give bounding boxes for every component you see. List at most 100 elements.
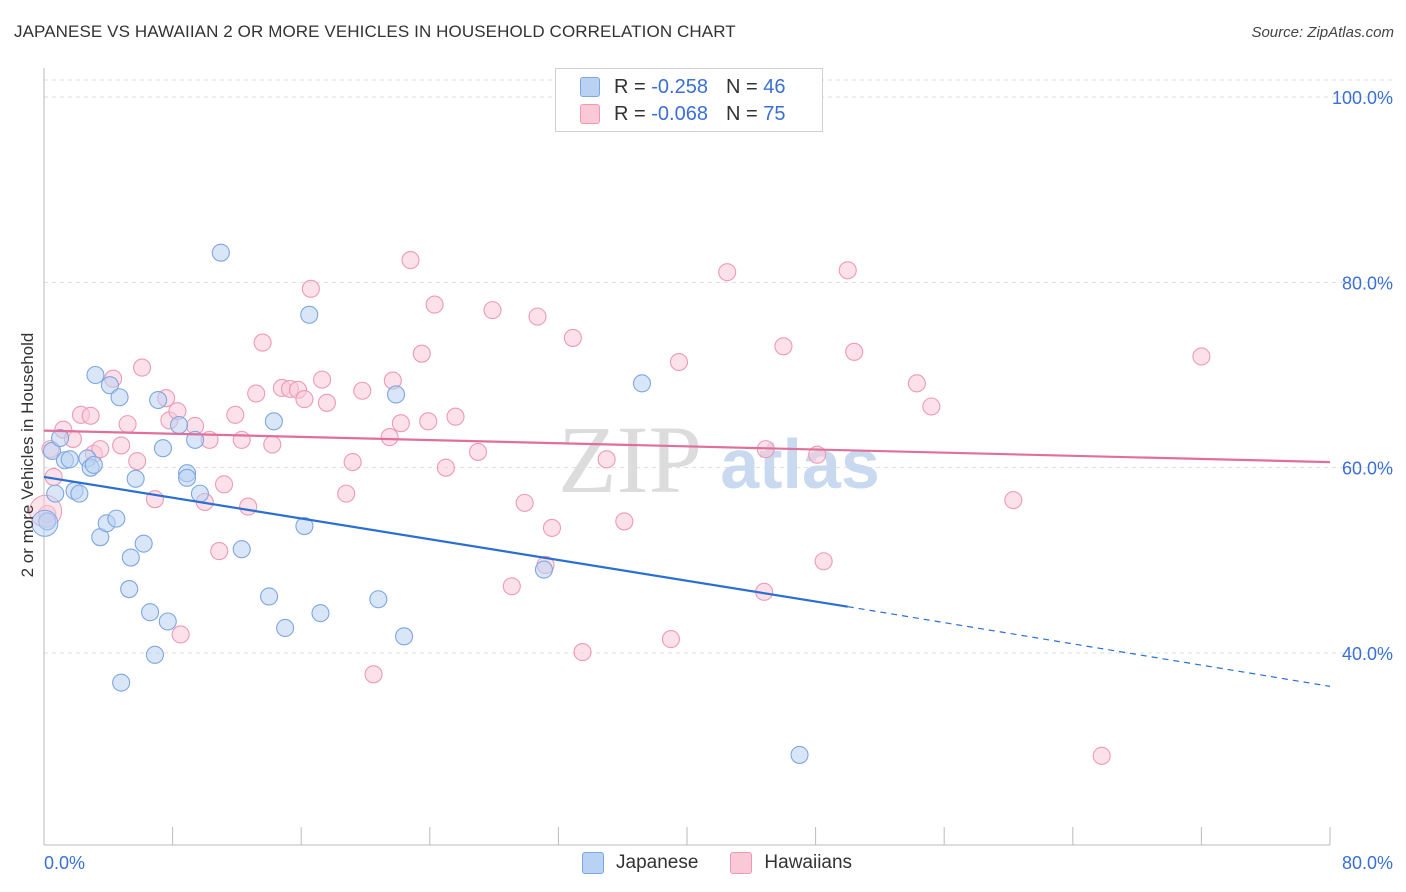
hawaiian-point: [380, 428, 399, 447]
legend-label-hawaiians: Hawaiians: [764, 852, 853, 873]
trend-lines: [43, 429, 1331, 687]
japanese-point: [145, 645, 164, 664]
hawaiian-point: [171, 625, 190, 644]
hawaiian-point: [615, 512, 634, 531]
japanese-point: [42, 441, 62, 461]
hawaiian-point: [118, 415, 137, 434]
hawaiian-point: [814, 552, 833, 571]
japanese-point: [110, 388, 129, 407]
japanese-point: [141, 603, 160, 622]
japanese-point: [534, 560, 553, 579]
legend-item-japanese: Japanese: [582, 852, 698, 874]
japanese-point: [126, 469, 145, 488]
japanese-point: [121, 548, 140, 567]
hawaiian-point: [232, 430, 251, 449]
japanese-point: [295, 516, 314, 536]
series-legend: Japanese Hawaiians: [582, 852, 884, 874]
chart-title: JAPANESE VS HAWAIIAN 2 OR MORE VEHICLES …: [14, 22, 736, 41]
hawaiian-point: [907, 374, 926, 393]
japanese-point: [70, 484, 89, 503]
japanese-point: [134, 534, 153, 553]
japanese-trend-extension: [847, 606, 1331, 687]
hawaiian-point: [295, 390, 314, 409]
legend-r-value: -0.068: [651, 102, 708, 125]
legend-swatch-japanese: [580, 77, 600, 97]
japanese-point: [276, 618, 295, 638]
legend-swatch-hawaiians: [730, 852, 753, 874]
legend-r-label: R =: [614, 102, 646, 125]
hawaiian-point: [774, 337, 793, 356]
hawaiian-point: [210, 542, 229, 561]
japanese-point: [395, 627, 414, 646]
axes: [43, 68, 1331, 846]
hawaiian-point: [838, 261, 857, 280]
hawaiian-point: [1092, 746, 1111, 765]
hawaiian-point: [483, 301, 502, 320]
hawaiian-point: [412, 344, 431, 363]
hawaiian-trend-line: [43, 429, 1331, 464]
japanese-point: [60, 450, 79, 469]
hawaiian-point: [502, 577, 521, 596]
hawaiian-point: [1004, 491, 1023, 510]
hawaiian-point: [313, 370, 332, 389]
legend-item-hawaiians: Hawaiians: [730, 852, 852, 874]
japanese-point: [153, 439, 173, 458]
hawaiian-point: [239, 497, 258, 516]
japanese-point: [259, 587, 279, 606]
hawaiian-point: [669, 352, 689, 372]
hawaiian-point: [364, 665, 383, 684]
hawaiian-point: [1192, 347, 1211, 366]
japanese-point: [211, 243, 230, 262]
x-tick-label: 0.0%: [44, 853, 85, 873]
hawaiian-point: [226, 405, 245, 424]
japanese-point: [386, 385, 406, 404]
hawaiian-point: [573, 643, 592, 662]
hawaiian-point: [112, 436, 131, 455]
hawaiian-point: [446, 407, 465, 426]
japanese-point: [51, 428, 70, 448]
watermark: ZIP atlas: [558, 406, 880, 513]
legend-n-value: 46: [763, 75, 786, 98]
hawaiian-point: [436, 458, 455, 477]
japanese-point: [169, 415, 189, 435]
japanese-trend-line: [43, 475, 848, 608]
japanese-point: [311, 604, 330, 623]
tick-labels: 100.0% 80.0% 60.0% 40.0% 0.0% 80.0%: [44, 88, 1393, 873]
y-tick-label: 100.0%: [1332, 88, 1393, 108]
hawaiian-point: [247, 384, 266, 403]
hawaiian-point: [845, 342, 864, 361]
legend-swatch-hawaiian: [580, 104, 600, 124]
hawaiian-point: [528, 307, 547, 326]
japanese-point: [46, 484, 65, 503]
legend-n-label: N =: [725, 75, 758, 98]
hawaiian-point: [718, 263, 737, 282]
hawaiian-point: [263, 435, 282, 454]
hawaiian-point: [253, 333, 272, 352]
japanese-point: [86, 365, 105, 385]
hawaiian-point: [301, 279, 320, 298]
legend-n-label: N =: [725, 102, 758, 125]
hawaiian-point: [353, 381, 372, 400]
legend-swatch-japanese: [582, 852, 604, 874]
legend-row-hawaiian: R = -0.068 N = 75: [580, 101, 785, 127]
hawaiian-points: [29, 251, 1211, 765]
hawaiian-point: [337, 484, 356, 503]
watermark-atlas: atlas: [720, 425, 880, 503]
hawaiian-point: [515, 493, 534, 512]
japanese-point: [84, 455, 103, 474]
hawaiian-point: [922, 397, 941, 416]
hawaiian-point: [91, 440, 110, 459]
y-axis-label: 2 or more Vehicles in Household: [18, 332, 37, 578]
hawaiian-point: [563, 328, 582, 347]
japanese-point: [264, 412, 283, 431]
japanese-point: [31, 509, 59, 537]
y-tick-label: 80.0%: [1342, 273, 1393, 293]
hawaiian-point: [597, 450, 616, 469]
japanese-point: [300, 305, 319, 324]
correlation-legend: R = -0.258 N = 46 R = -0.068 N = 75: [555, 68, 823, 132]
legend-r-label: R =: [614, 75, 646, 98]
japanese-point: [632, 374, 652, 393]
japanese-point: [369, 590, 388, 609]
hawaiian-point: [401, 251, 420, 270]
japanese-point: [149, 390, 168, 410]
